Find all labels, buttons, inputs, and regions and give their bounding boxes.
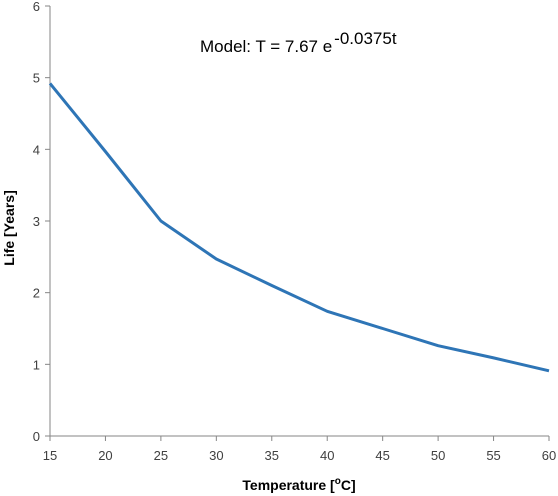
x-tick-label: 45 [375,448,389,463]
x-tick-label: 60 [542,448,556,463]
x-tick-label: 30 [209,448,223,463]
y-tick-label: 2 [33,286,40,301]
series-line [48,82,550,373]
x-tick-label: 25 [154,448,168,463]
y-tick-label: 0 [33,429,40,444]
y-axis-ticks: 0 1 2 3 4 5 6 [33,0,50,444]
x-axis-ticks: 15 20 25 30 35 40 45 50 55 60 [43,436,556,463]
y-tick-label: 4 [33,142,40,157]
x-tick-label: 20 [98,448,112,463]
y-tick-label: 1 [33,357,40,372]
y-tick-label: 6 [33,0,40,14]
x-tick-label: 40 [320,448,334,463]
y-tick-label: 3 [33,214,40,229]
x-axis-title: Temperature [oC] [242,476,355,493]
y-tick-label: 5 [33,71,40,86]
x-tick-label: 50 [431,448,445,463]
x-tick-label: 35 [265,448,279,463]
y-axis-title: Life [Years] [1,190,17,265]
model-annotation: Model: T = 7.67 e -0.0375t [200,29,397,56]
x-tick-label: 15 [43,448,57,463]
x-tick-label: 55 [486,448,500,463]
